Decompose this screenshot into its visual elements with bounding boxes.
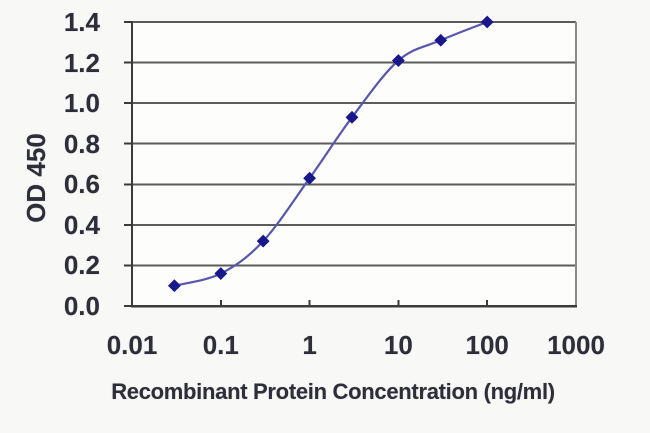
y-tick-label: 0.8 xyxy=(63,128,100,159)
x-tick-label: 100 xyxy=(465,330,509,360)
data-point-marker xyxy=(167,279,181,293)
data-point-marker xyxy=(303,171,317,185)
x-tick-label: 1000 xyxy=(547,330,605,360)
data-point-marker xyxy=(256,234,270,248)
y-tick-label: 1.0 xyxy=(63,88,100,119)
y-tick-label: 1.4 xyxy=(63,7,100,37)
x-axis-title: Recombinant Protein Concentration (ng/ml… xyxy=(111,379,555,404)
x-tick-label: 0.1 xyxy=(202,330,239,360)
data-point-marker xyxy=(214,267,228,280)
y-tick-label: 0.2 xyxy=(63,250,100,281)
y-tick-label: 1.2 xyxy=(63,47,100,78)
y-tick-label: 0.0 xyxy=(63,291,100,321)
x-tick-label: 1 xyxy=(302,330,317,360)
data-point-marker xyxy=(391,54,405,67)
data-point-marker xyxy=(345,110,359,124)
x-tick-label: 0.01 xyxy=(106,330,158,360)
x-tick-label: 10 xyxy=(383,330,413,360)
y-tick-label: 0.4 xyxy=(63,209,100,240)
y-tick-label: 0.6 xyxy=(63,169,100,200)
data-point-marker xyxy=(434,33,448,47)
y-axis-title: OD 450 xyxy=(21,133,51,223)
data-point-marker xyxy=(480,15,494,29)
